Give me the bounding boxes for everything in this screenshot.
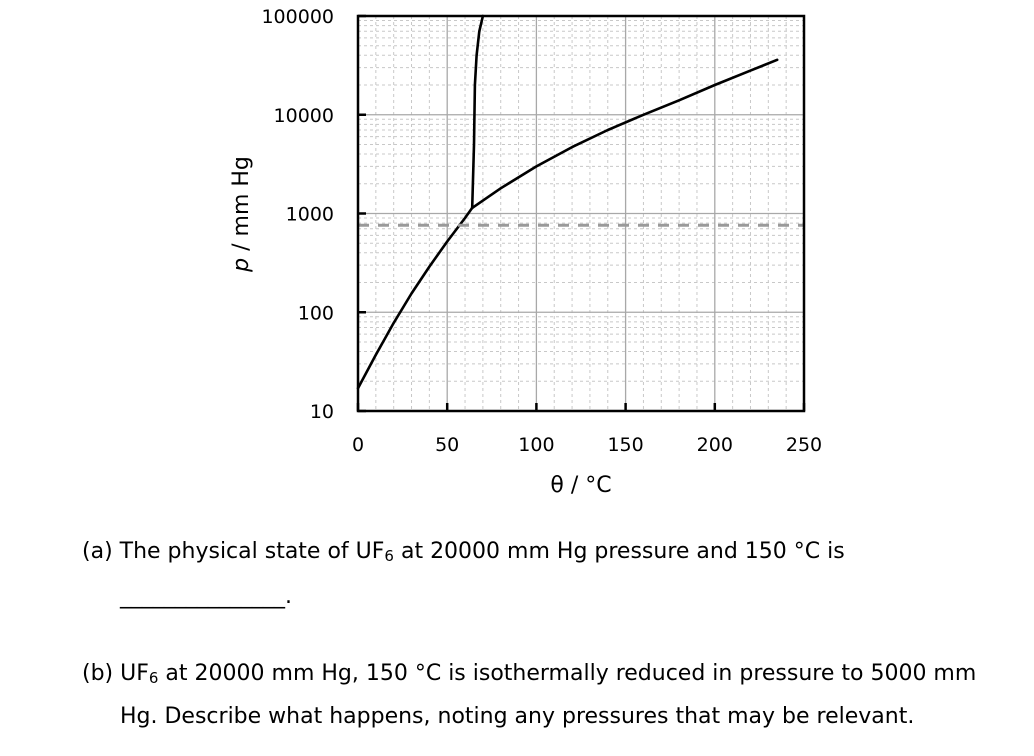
question-b: (b) UF6 at 20000 mm Hg, 150 °C is isothe… — [82, 659, 976, 689]
x-axis-title: θ / °C — [550, 473, 611, 498]
x-tick-label: 150 — [607, 434, 643, 456]
question-a-suffix: at 20000 mm Hg pressure and 150 °C is — [393, 539, 845, 564]
question-a-subscript: 6 — [384, 547, 394, 565]
y-tick-label: 10000 — [274, 105, 334, 127]
y-tick-label: 1000 — [286, 204, 334, 226]
y-tick-label: 100 — [298, 302, 334, 324]
question-a-answer-blank: _______________. — [120, 584, 292, 609]
x-tick-label: 250 — [786, 434, 822, 456]
question-b-line2: Hg. Describe what happens, noting any pr… — [120, 704, 915, 729]
phase-boundary-line-3 — [470, 14, 485, 210]
y-axis-symbol: p — [229, 258, 254, 273]
phase-boundary-line-2 — [470, 58, 779, 210]
question-a-prefix: (a) The physical state of UF — [82, 539, 385, 564]
chart-ticks: 0 50 100 150 200 250 10 100 1000 10000 100000 — [261, 6, 822, 456]
y-axis-unit: / mm Hg — [229, 156, 254, 258]
x-tick-label: 0 — [352, 434, 364, 456]
chart-grid — [358, 16, 804, 411]
phase-boundary-line-1 — [356, 206, 474, 390]
question-b-prefix: (b) UF — [82, 661, 149, 686]
y-tick-label: 10 — [310, 401, 334, 423]
x-axis-symbol: θ — [550, 473, 563, 498]
y-tick-label: 100000 — [261, 6, 334, 28]
x-tick-label: 200 — [697, 434, 733, 456]
question-a: (a) The physical state of UF6 at 20000 m… — [82, 537, 845, 567]
y-axis-title: p / mm Hg — [229, 156, 254, 273]
x-tick-label: 100 — [518, 434, 554, 456]
phase-diagram-chart: 0 50 100 150 200 250 10 100 1000 10000 100000 θ / … — [229, 6, 822, 498]
x-axis-unit: / °C — [564, 473, 612, 498]
chart-series — [356, 14, 804, 390]
question-b-suffix: at 20000 mm Hg, 150 °C is isothermally r… — [158, 661, 977, 686]
x-tick-label: 50 — [435, 434, 459, 456]
question-b-subscript: 6 — [148, 669, 159, 687]
